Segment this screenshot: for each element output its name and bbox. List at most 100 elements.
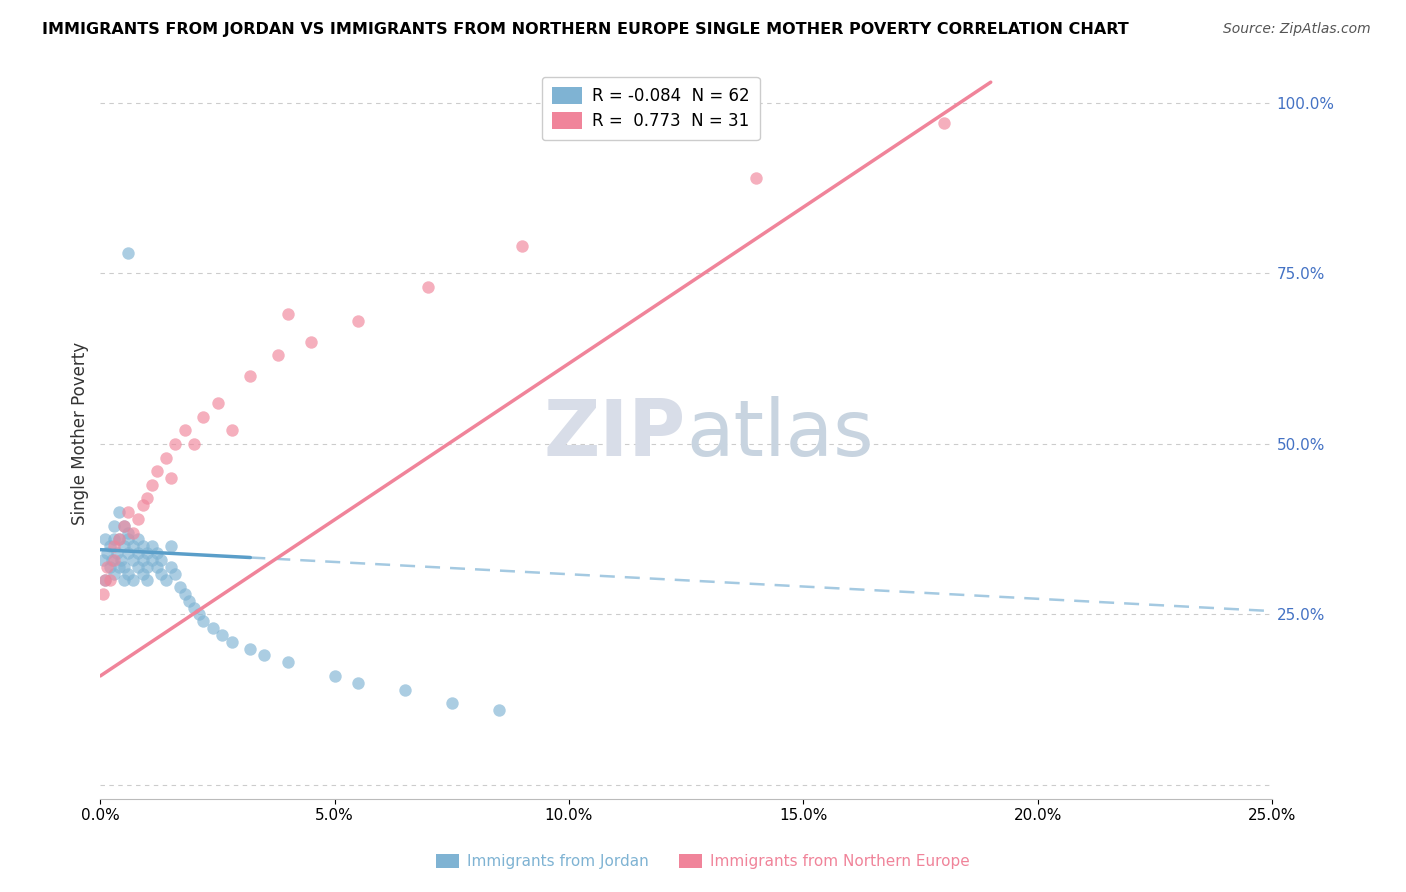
Y-axis label: Single Mother Poverty: Single Mother Poverty — [72, 342, 89, 525]
Point — [94, 574, 117, 588]
Point — [141, 478, 163, 492]
Point — [145, 559, 167, 574]
Point — [127, 533, 149, 547]
Point — [221, 423, 243, 437]
Point — [112, 518, 135, 533]
Point — [122, 574, 145, 588]
Point — [239, 641, 262, 656]
Point — [117, 566, 139, 581]
Point — [510, 239, 533, 253]
Point — [267, 348, 290, 362]
Point — [136, 546, 159, 560]
Point — [183, 600, 205, 615]
Point — [117, 245, 139, 260]
Point — [103, 553, 125, 567]
Point — [169, 580, 191, 594]
Point — [155, 574, 177, 588]
Text: Source: ZipAtlas.com: Source: ZipAtlas.com — [1223, 22, 1371, 37]
Point — [277, 655, 299, 669]
Point — [117, 525, 139, 540]
Point — [141, 539, 163, 553]
Point — [131, 566, 153, 581]
Point — [193, 615, 215, 629]
Point — [347, 675, 370, 690]
Point — [394, 682, 416, 697]
Point — [101, 553, 124, 567]
Point — [211, 628, 233, 642]
Point — [103, 566, 125, 581]
Point — [155, 450, 177, 465]
Point — [932, 116, 955, 130]
Point — [122, 539, 145, 553]
Text: atlas: atlas — [686, 396, 873, 472]
Point — [136, 574, 159, 588]
Point — [299, 334, 322, 349]
Point — [117, 505, 139, 519]
Point — [488, 703, 510, 717]
Point — [418, 280, 440, 294]
Point — [110, 553, 132, 567]
Point — [183, 437, 205, 451]
Point — [112, 574, 135, 588]
Point — [323, 669, 346, 683]
Point — [94, 574, 117, 588]
Legend: Immigrants from Jordan, Immigrants from Northern Europe: Immigrants from Jordan, Immigrants from … — [430, 848, 976, 875]
Point — [239, 368, 262, 383]
Point — [165, 437, 187, 451]
Point — [145, 464, 167, 478]
Point — [117, 546, 139, 560]
Point — [141, 553, 163, 567]
Point — [145, 546, 167, 560]
Point — [117, 533, 139, 547]
Point — [173, 587, 195, 601]
Point — [136, 559, 159, 574]
Point — [745, 170, 768, 185]
Point — [221, 634, 243, 648]
Point — [131, 498, 153, 512]
Point — [103, 518, 125, 533]
Point — [187, 607, 209, 622]
Point — [98, 559, 121, 574]
Text: ZIP: ZIP — [544, 396, 686, 472]
Point — [127, 546, 149, 560]
Point — [253, 648, 276, 663]
Point — [112, 539, 135, 553]
Point — [94, 533, 117, 547]
Point — [207, 396, 229, 410]
Point — [105, 546, 128, 560]
Point — [108, 559, 131, 574]
Point — [103, 539, 125, 553]
Point — [108, 505, 131, 519]
Point — [103, 533, 125, 547]
Point — [122, 525, 145, 540]
Point — [165, 566, 187, 581]
Point — [98, 574, 121, 588]
Point — [127, 559, 149, 574]
Point — [96, 559, 118, 574]
Text: IMMIGRANTS FROM JORDAN VS IMMIGRANTS FROM NORTHERN EUROPE SINGLE MOTHER POVERTY : IMMIGRANTS FROM JORDAN VS IMMIGRANTS FRO… — [42, 22, 1129, 37]
Point — [108, 533, 131, 547]
Point — [150, 553, 173, 567]
Point — [131, 539, 153, 553]
Point — [159, 539, 181, 553]
Point — [347, 314, 370, 328]
Point — [440, 696, 463, 710]
Point — [127, 512, 149, 526]
Point — [112, 559, 135, 574]
Point — [91, 553, 114, 567]
Point — [201, 621, 224, 635]
Point — [131, 553, 153, 567]
Point — [98, 539, 121, 553]
Point — [96, 546, 118, 560]
Point — [150, 566, 173, 581]
Point — [277, 307, 299, 321]
Point — [179, 594, 201, 608]
Point — [173, 423, 195, 437]
Point — [159, 471, 181, 485]
Point — [91, 587, 114, 601]
Point — [112, 518, 135, 533]
Point — [122, 553, 145, 567]
Point — [136, 491, 159, 506]
Point — [193, 409, 215, 424]
Point — [108, 533, 131, 547]
